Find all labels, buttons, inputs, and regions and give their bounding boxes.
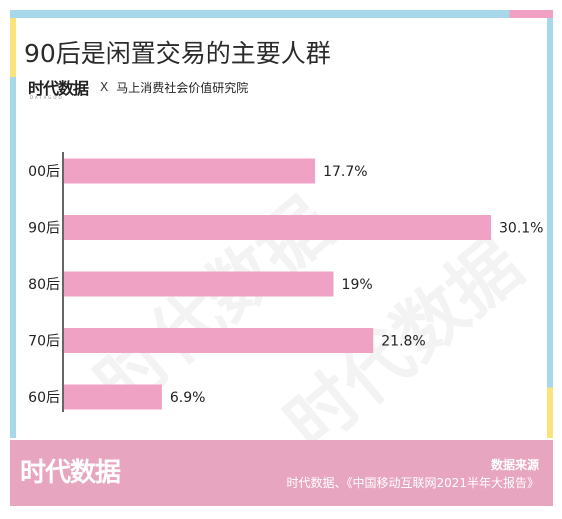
y-tick-label: 70后 [28, 334, 60, 350]
source-label: 数据来源 [490, 458, 539, 472]
y-tick-label: 80后 [28, 277, 60, 293]
brand-row: 时代数据 DATAGOO X 马上消费社会价值研究院 [28, 75, 249, 100]
frame-left-stripe [10, 18, 16, 438]
bar [64, 158, 316, 184]
data-label: 21.8% [381, 334, 425, 350]
data-label: 17.7% [323, 164, 367, 180]
bar [64, 328, 374, 353]
footer-logo: 时代数据 [20, 458, 121, 488]
partner-name: 马上消费社会价值研究院 [116, 80, 249, 95]
chart-title: 90后是闲置交易的主要人群 [24, 39, 331, 68]
y-tick-label: 00后 [28, 164, 60, 180]
brand-logo-sub: DATAGOO [30, 95, 64, 100]
brand-logo-wrap: 时代数据 DATAGOO [28, 75, 89, 100]
y-tick-label: 90后 [28, 221, 60, 237]
frame-right-stripe [547, 18, 553, 438]
footer: 时代数据 数据来源 时代数据、《中国移动互联网2021半年大报告》 [10, 440, 553, 506]
bar [64, 271, 334, 297]
data-label: 19% [342, 277, 373, 293]
data-label: 6.9% [170, 390, 206, 406]
bar [64, 384, 162, 410]
y-tick-label: 60后 [28, 390, 60, 406]
source-text: 时代数据、《中国移动互联网2021半年大报告》 [286, 476, 539, 490]
frame-top-stripe [10, 10, 553, 18]
brand-x-mark: X [100, 80, 109, 94]
brand-logo: 时代数据 [28, 79, 89, 98]
data-label: 30.1% [499, 221, 543, 237]
bar [64, 215, 491, 240]
